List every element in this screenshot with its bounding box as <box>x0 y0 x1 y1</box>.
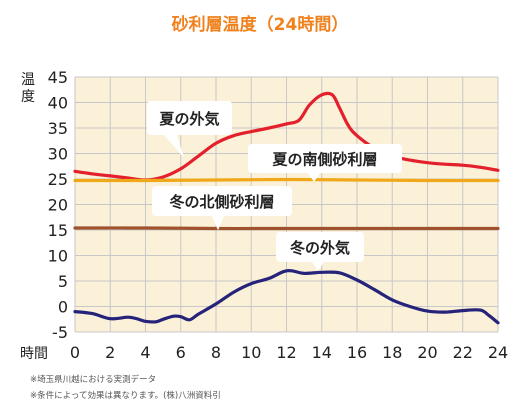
y-tick-label: 5 <box>58 272 68 291</box>
x-tick-label: 16 <box>347 343 367 362</box>
y-tick-label: 40 <box>48 94 68 113</box>
annotation-box <box>248 144 402 173</box>
chart-title: 砂利層温度（24時間） <box>172 14 349 35</box>
y-tick-label: 30 <box>48 145 68 164</box>
x-tick-labels: 0 2 4 6 8 10 12 14 16 18 20 22 24 <box>70 343 508 362</box>
y-tick-label: 15 <box>48 221 68 240</box>
annotation-winter-outdoor: 冬の外気 <box>276 232 364 271</box>
series-line-winter-north-gravel <box>73 226 500 231</box>
x-tick-label: 12 <box>276 343 296 362</box>
series-line-winter-outdoor <box>73 269 500 325</box>
footnote-source: ※埼玉県川越における実測データ <box>30 375 157 385</box>
annotation-box <box>147 101 232 135</box>
series-line-summer-south-gravel <box>73 177 500 183</box>
x-tick-label: 22 <box>453 343 473 362</box>
x-axis-label: 時間 <box>20 346 48 362</box>
y-tick-label: 35 <box>48 119 68 138</box>
y-axis-label: 温度 <box>21 72 35 105</box>
annotation-label: 夏の南側砂利層 <box>271 151 377 169</box>
annotation-box <box>152 186 292 216</box>
x-tick-label: 4 <box>140 343 150 362</box>
annotation-summer-south-gravel: 夏の南側砂利層 <box>248 144 402 182</box>
annotation-box <box>276 232 364 262</box>
annotation-label: 夏の外気 <box>158 110 219 128</box>
y-axis-label-char: 度 <box>21 89 35 105</box>
annotation-winter-north-gravel: 冬の北側砂利層 <box>152 186 292 231</box>
y-tick-label: 25 <box>48 170 68 189</box>
y-tick-labels: -5 0 5 10 15 20 25 30 35 40 45 <box>48 68 68 342</box>
x-tick-label: 10 <box>241 343 261 362</box>
annotation-summer-outdoor: 夏の外気 <box>147 101 232 157</box>
x-tick-label: 8 <box>211 343 221 362</box>
x-tick-label: 0 <box>70 343 80 362</box>
y-tick-label: -5 <box>52 323 68 342</box>
y-tick-label: 45 <box>48 68 68 87</box>
annotation-label: 冬の外気 <box>290 239 350 257</box>
x-tick-label: 6 <box>176 343 186 362</box>
x-tick-label: 14 <box>312 343 332 362</box>
y-tick-label: 0 <box>58 298 68 317</box>
annotation-label: 冬の北側砂利層 <box>169 193 274 211</box>
x-tick-label: 18 <box>382 343 402 362</box>
y-axis-label-char: 温 <box>21 72 35 88</box>
footnote-disclaimer: ※条件によって効果は異なります。(株)八洲資料引 <box>30 391 221 401</box>
y-tick-label: 10 <box>48 247 68 266</box>
x-tick-label: 2 <box>105 343 115 362</box>
y-tick-label: 20 <box>48 196 68 215</box>
x-tick-label: 24 <box>488 343 508 362</box>
series-lines <box>73 91 500 325</box>
x-tick-label: 20 <box>417 343 437 362</box>
